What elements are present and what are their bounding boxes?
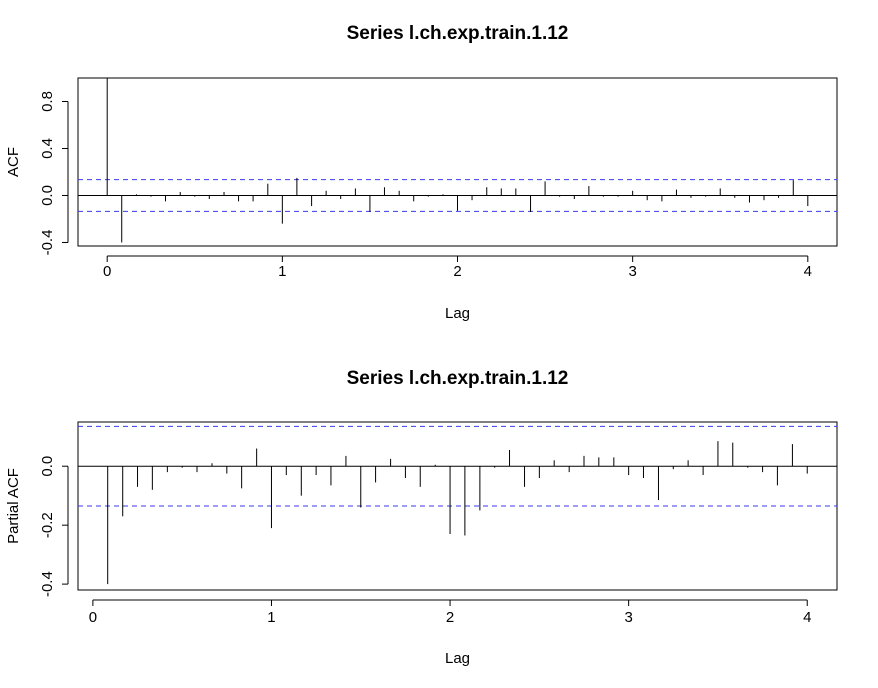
x-tick-label: 4 <box>803 609 811 626</box>
x-tick-label: 4 <box>804 263 812 280</box>
y-axis-label: ACF <box>5 147 22 177</box>
y-tick-label: 0.4 <box>39 138 56 159</box>
x-tick-label: 3 <box>624 609 632 626</box>
x-tick-label: 1 <box>278 263 286 280</box>
chart-title: Series l.ch.exp.train.1.12 <box>347 368 569 389</box>
pacf-panel: Series l.ch.exp.train.1.12 0 1 2 3 4 -0.4 -0.2 0… <box>5 368 838 667</box>
acf-panel: Series l.ch.exp.train.1.12 0 1 2 3 4 -0.4 0.0 0.… <box>5 23 838 322</box>
y-axis-label: Partial ACF <box>5 468 22 544</box>
x-tick-label: 0 <box>89 609 97 626</box>
x-tick-label: 3 <box>628 263 636 280</box>
plot-frame <box>77 77 838 247</box>
y-tick-label: -0.4 <box>39 571 56 597</box>
chart-title: Series l.ch.exp.train.1.12 <box>347 23 569 44</box>
x-tick-label: 2 <box>446 609 454 626</box>
y-tick-label: -0.2 <box>39 512 56 538</box>
x-axis-label: Lag <box>445 650 470 667</box>
x-tick-label: 0 <box>103 263 111 280</box>
x-tick-label: 2 <box>453 263 461 280</box>
y-tick-label: -0.4 <box>39 230 56 256</box>
y-tick-label: 0.0 <box>39 185 56 206</box>
x-axis-label: Lag <box>445 305 470 322</box>
y-tick-label: 0.0 <box>39 456 56 477</box>
x-tick-label: 1 <box>267 609 275 626</box>
y-tick-label: 0.8 <box>39 91 56 112</box>
